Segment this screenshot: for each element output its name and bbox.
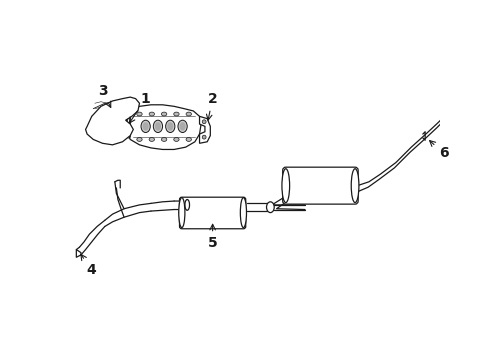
Text: 6: 6 <box>430 141 448 160</box>
Text: 3: 3 <box>98 84 111 107</box>
Text: 2: 2 <box>206 92 218 120</box>
Ellipse shape <box>149 112 154 116</box>
Ellipse shape <box>267 202 274 213</box>
Ellipse shape <box>149 138 154 141</box>
Ellipse shape <box>179 198 185 228</box>
Ellipse shape <box>282 169 290 203</box>
Ellipse shape <box>202 135 206 139</box>
Ellipse shape <box>351 169 359 203</box>
Polygon shape <box>199 116 210 143</box>
Ellipse shape <box>174 138 179 141</box>
Ellipse shape <box>167 122 173 131</box>
Ellipse shape <box>155 122 161 131</box>
Ellipse shape <box>153 120 163 132</box>
FancyBboxPatch shape <box>283 167 358 204</box>
Ellipse shape <box>143 122 149 131</box>
Ellipse shape <box>178 120 187 132</box>
Ellipse shape <box>141 120 150 132</box>
Ellipse shape <box>137 138 142 141</box>
Polygon shape <box>127 105 201 149</box>
Ellipse shape <box>186 112 192 116</box>
FancyBboxPatch shape <box>179 197 245 229</box>
Ellipse shape <box>166 120 175 132</box>
Ellipse shape <box>179 122 186 131</box>
Text: 5: 5 <box>208 224 218 251</box>
Ellipse shape <box>137 112 142 116</box>
Ellipse shape <box>240 198 246 228</box>
Ellipse shape <box>186 138 192 141</box>
Ellipse shape <box>161 112 167 116</box>
Text: 4: 4 <box>81 255 97 277</box>
Ellipse shape <box>202 120 206 124</box>
Text: 1: 1 <box>129 92 150 123</box>
Polygon shape <box>86 97 140 145</box>
Ellipse shape <box>174 112 179 116</box>
Ellipse shape <box>161 138 167 141</box>
Ellipse shape <box>185 199 190 210</box>
